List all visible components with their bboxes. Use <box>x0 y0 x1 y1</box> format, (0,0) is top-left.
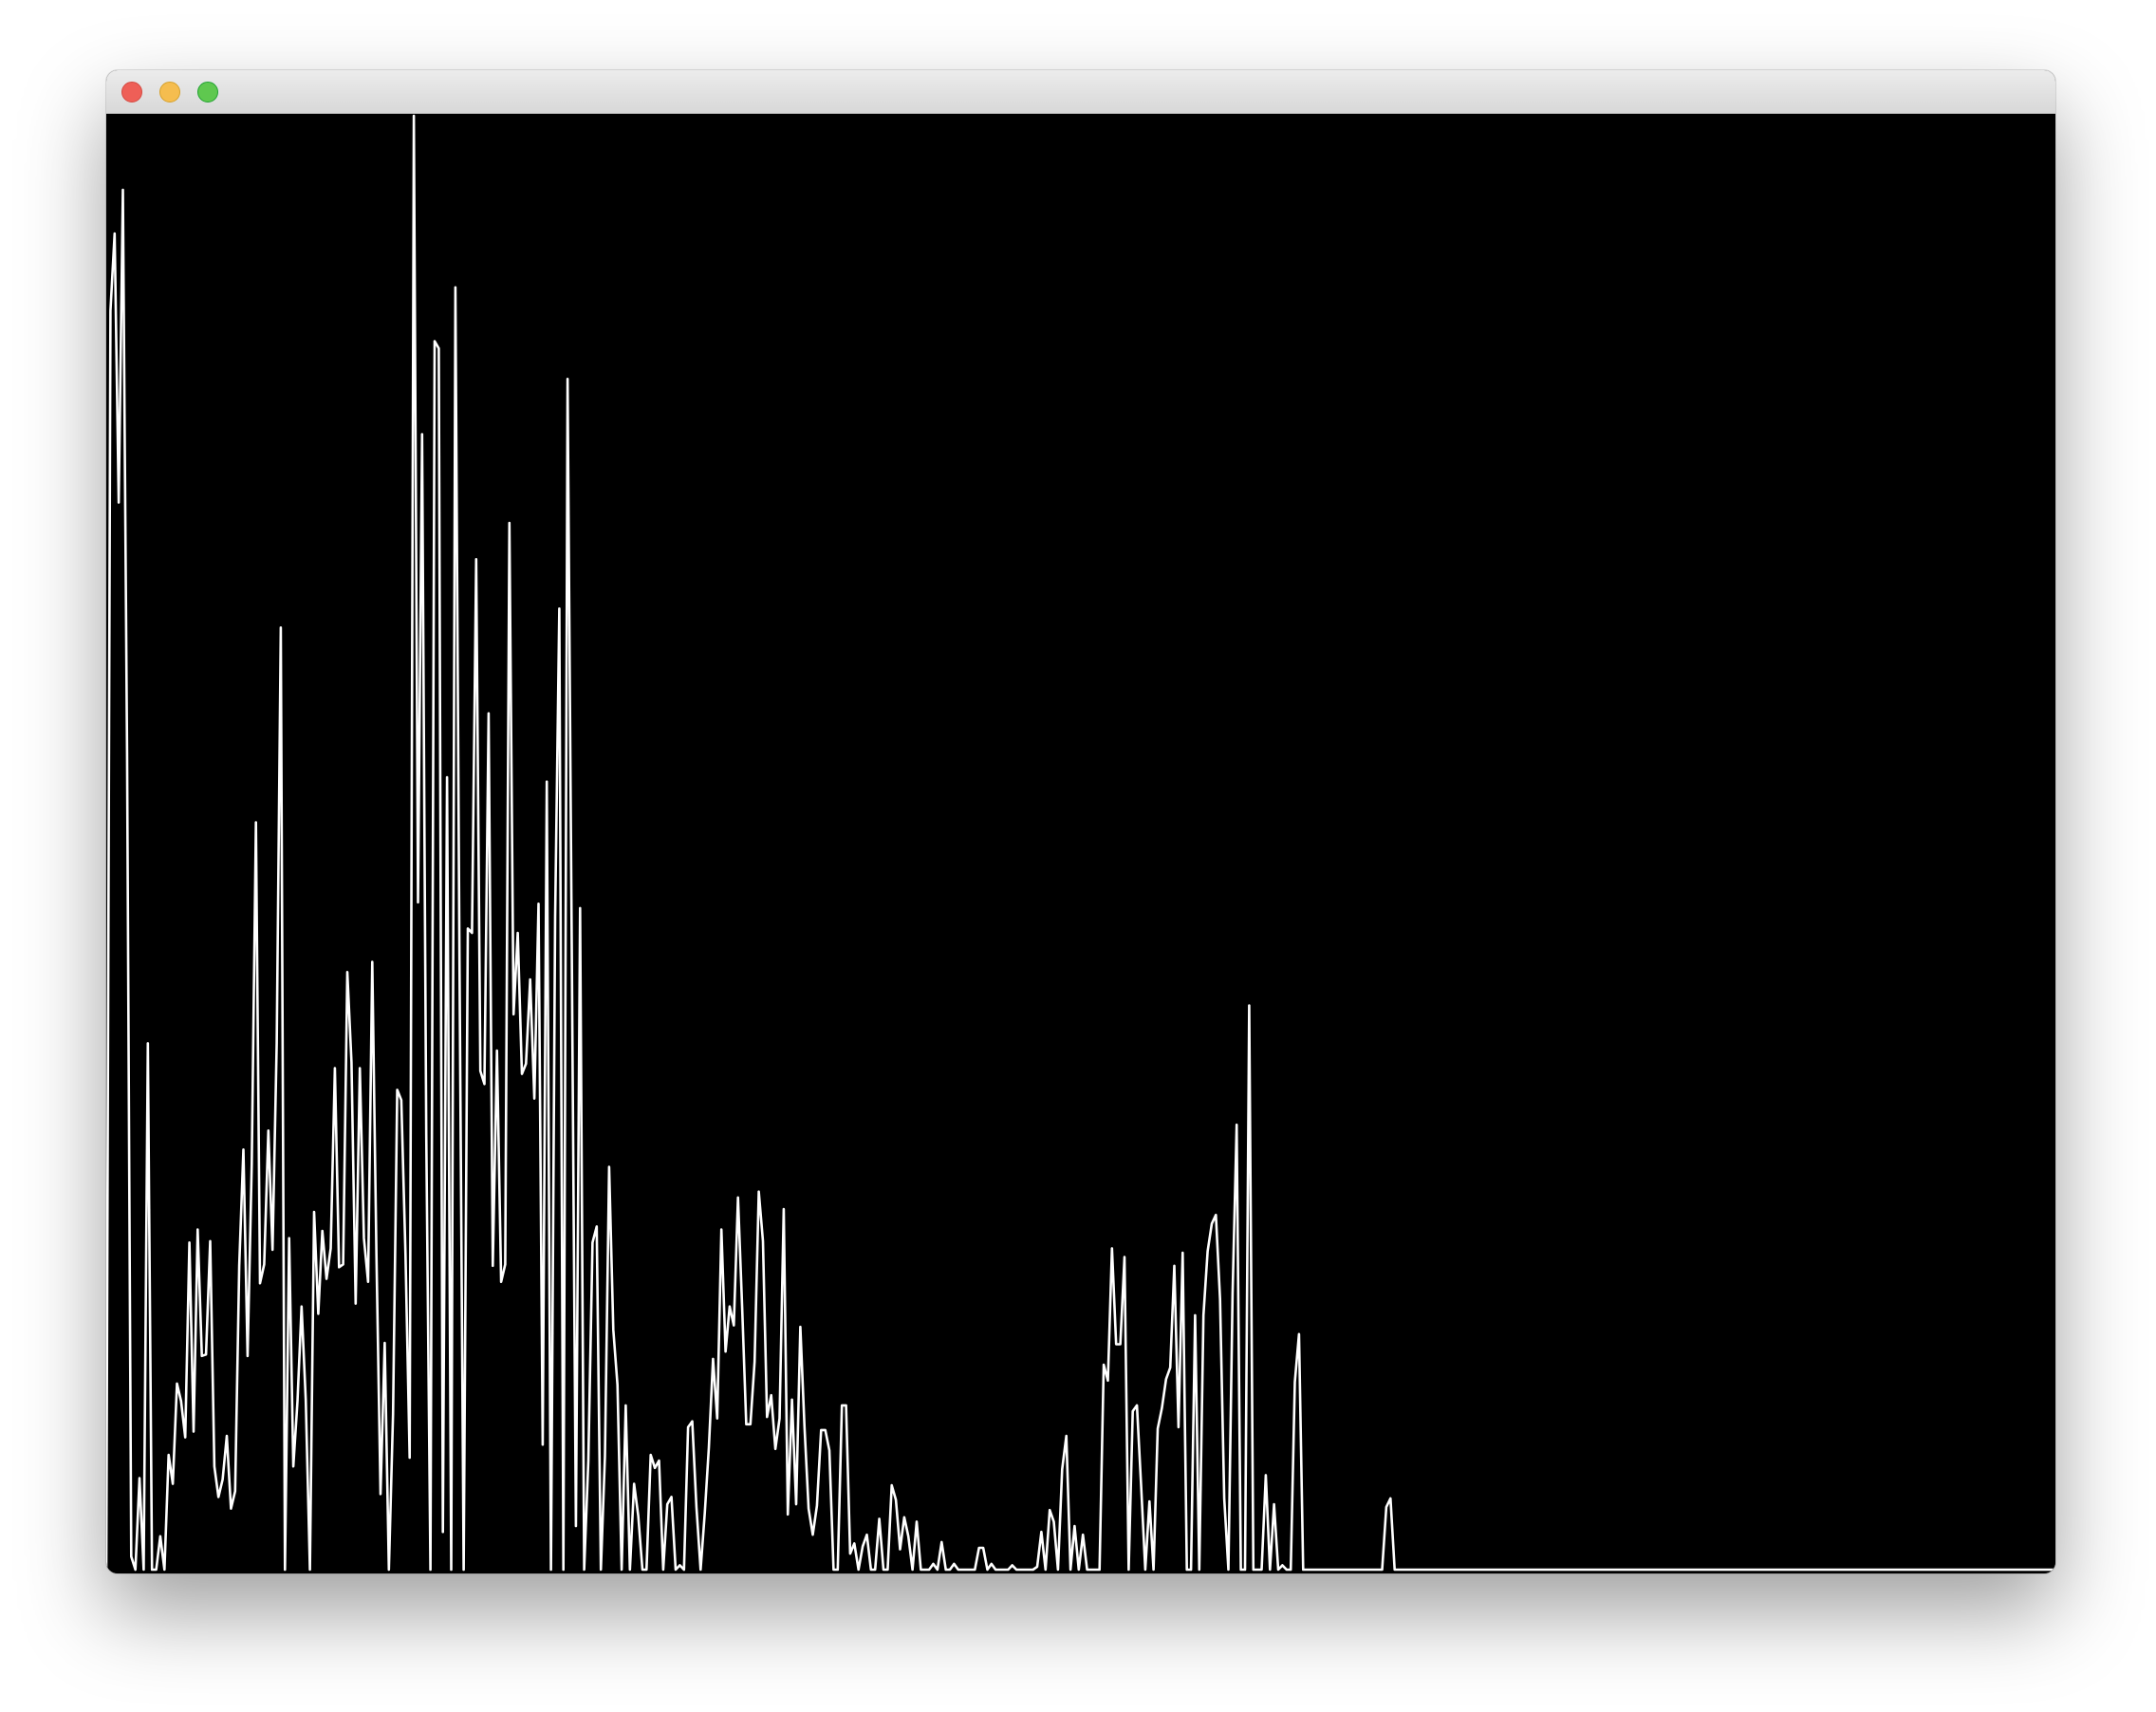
waveform-plot <box>106 114 2055 1573</box>
waveform-canvas <box>106 114 2055 1573</box>
maximize-window-button[interactable] <box>197 82 218 102</box>
minimize-window-button[interactable] <box>159 82 180 102</box>
app-window <box>106 70 2055 1573</box>
title-bar[interactable] <box>106 70 2055 114</box>
waveform-line <box>106 116 2055 1570</box>
close-window-button[interactable] <box>121 82 142 102</box>
